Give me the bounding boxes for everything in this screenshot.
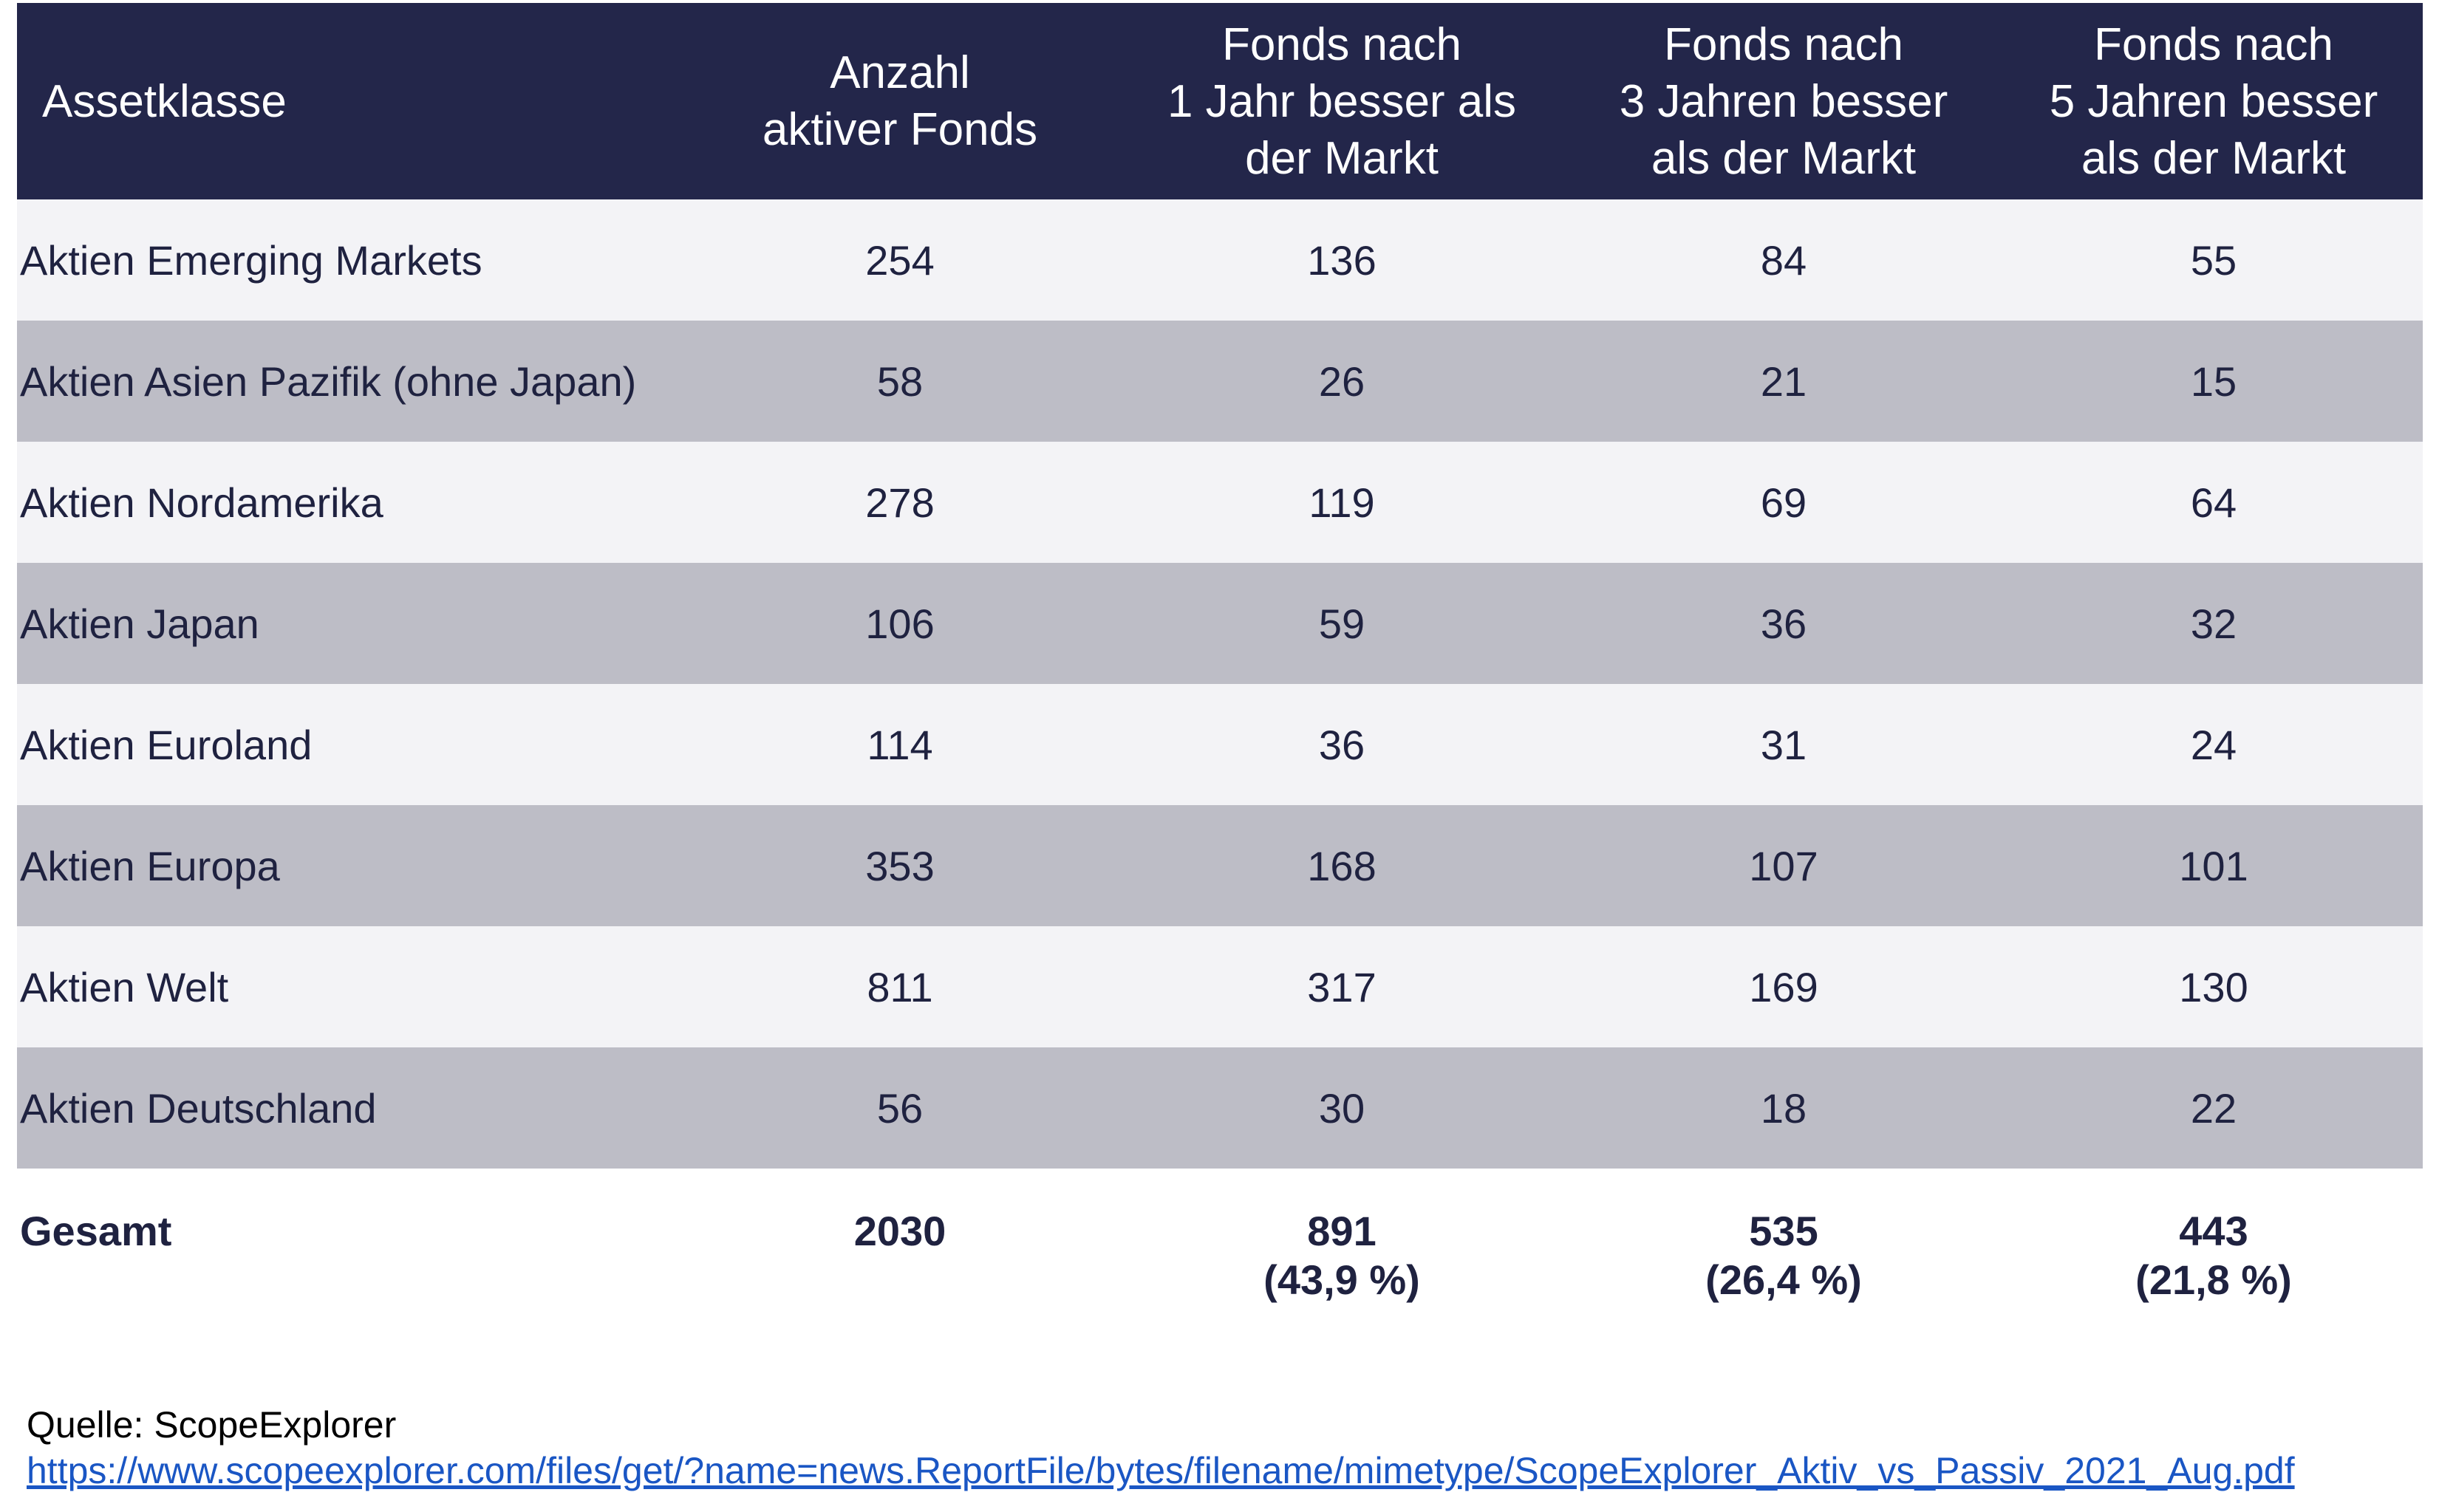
cell-5-jahre: 24 (2190, 721, 2237, 768)
table-header-row: Assetklasse Anzahl aktiver Fonds Fonds n… (17, 3, 2423, 199)
total-5-jahre-percent: (21,8 %) (2135, 1256, 2292, 1303)
cell-assetklasse: Aktien Emerging Markets (20, 236, 482, 284)
cell-assetklasse: Aktien Asien Pazifik (ohne Japan) (20, 358, 637, 405)
cell-assetklasse: Aktien Welt (20, 963, 229, 1010)
cell-3-jahre: 84 (1760, 236, 1807, 284)
cell-5-jahre: 55 (2190, 236, 2237, 284)
cell-1-jahr: 59 (1318, 600, 1365, 647)
cell-3-jahre: 18 (1760, 1084, 1807, 1132)
table-row: Aktien Emerging Markets 254 136 84 55 (17, 199, 2423, 321)
cell-1-jahr: 136 (1307, 236, 1377, 284)
total-1-jahr: 891 (43,9 %) (1121, 1169, 1563, 1331)
total-3-jahre: 535 (26,4 %) (1563, 1169, 2005, 1331)
cell-1-jahr: 26 (1318, 358, 1365, 405)
cell-3-jahre: 21 (1760, 358, 1807, 405)
table-row: Aktien Euroland 114 36 31 24 (17, 684, 2423, 805)
cell-anzahl: 58 (876, 358, 924, 405)
cell-1-jahr: 168 (1307, 842, 1377, 889)
table-row: Aktien Nordamerika 278 119 69 64 (17, 442, 2423, 563)
table-row: Aktien Deutschland 56 30 18 22 (17, 1047, 2423, 1169)
cell-5-jahre: 32 (2190, 600, 2237, 647)
total-1-jahr-value: 891 (1307, 1208, 1377, 1254)
cell-anzahl: 114 (867, 721, 933, 768)
header-anzahl-aktiver-fonds: Anzahl aktiver Fonds (762, 47, 1038, 155)
source-label: Quelle: ScopeExplorer (27, 1404, 397, 1446)
table-row: Aktien Welt 811 317 169 130 (17, 926, 2423, 1047)
cell-5-jahre: 64 (2190, 479, 2237, 526)
cell-1-jahr: 119 (1309, 479, 1375, 526)
total-1-jahr-percent: (43,9 %) (1263, 1256, 1420, 1303)
cell-assetklasse: Aktien Deutschland (20, 1084, 377, 1132)
cell-3-jahre: 36 (1760, 600, 1807, 647)
table-total-row: Gesamt 2030 891 (43,9 %) 535 (26,4 %) 44… (17, 1169, 2423, 1331)
source-link[interactable]: https://www.scopeexplorer.com/files/get/… (27, 1450, 2295, 1491)
cell-3-jahre: 31 (1760, 721, 1807, 768)
total-5-jahre: 443 (21,8 %) (2005, 1169, 2423, 1331)
cell-assetklasse: Aktien Japan (20, 600, 259, 647)
header-fonds-5-jahre: Fonds nach 5 Jahren besser als der Markt (2049, 18, 2378, 184)
cell-anzahl: 353 (865, 842, 935, 889)
cell-1-jahr: 317 (1307, 963, 1377, 1010)
cell-3-jahre: 107 (1749, 842, 1818, 889)
cell-anzahl: 106 (865, 600, 935, 647)
cell-anzahl: 254 (865, 236, 935, 284)
total-count: 2030 (853, 1208, 946, 1254)
fund-comparison-table: Assetklasse Anzahl aktiver Fonds Fonds n… (17, 3, 2423, 1331)
cell-anzahl: 811 (867, 963, 933, 1010)
table-row: Aktien Europa 353 168 107 101 (17, 805, 2423, 926)
cell-1-jahr: 36 (1318, 721, 1365, 768)
cell-5-jahre: 15 (2190, 358, 2237, 405)
cell-5-jahre: 101 (2179, 842, 2248, 889)
cell-assetklasse: Aktien Nordamerika (20, 479, 383, 526)
header-fonds-3-jahre: Fonds nach 3 Jahren besser als der Markt (1619, 18, 1948, 184)
total-label: Gesamt (20, 1208, 172, 1254)
cell-assetklasse: Aktien Europa (20, 842, 280, 889)
table-row: Aktien Asien Pazifik (ohne Japan) 58 26 … (17, 321, 2423, 442)
cell-5-jahre: 22 (2190, 1084, 2237, 1132)
cell-assetklasse: Aktien Euroland (20, 721, 313, 768)
cell-3-jahre: 69 (1760, 479, 1807, 526)
total-3-jahre-value: 535 (1749, 1208, 1818, 1254)
total-5-jahre-value: 443 (2179, 1208, 2248, 1254)
header-fonds-1-jahr: Fonds nach 1 Jahr besser als der Markt (1167, 18, 1517, 184)
total-3-jahre-percent: (26,4 %) (1705, 1256, 1862, 1303)
source-note: Quelle: ScopeExplorer https://www.scopee… (27, 1402, 2295, 1494)
table-row: Aktien Japan 106 59 36 32 (17, 563, 2423, 684)
cell-anzahl: 278 (865, 479, 935, 526)
cell-5-jahre: 130 (2179, 963, 2248, 1010)
fund-comparison-table-container: Assetklasse Anzahl aktiver Fonds Fonds n… (17, 3, 2423, 1331)
cell-3-jahre: 169 (1749, 963, 1818, 1010)
cell-anzahl: 56 (876, 1084, 924, 1132)
cell-1-jahr: 30 (1318, 1084, 1365, 1132)
header-assetklasse: Assetklasse (42, 75, 287, 127)
